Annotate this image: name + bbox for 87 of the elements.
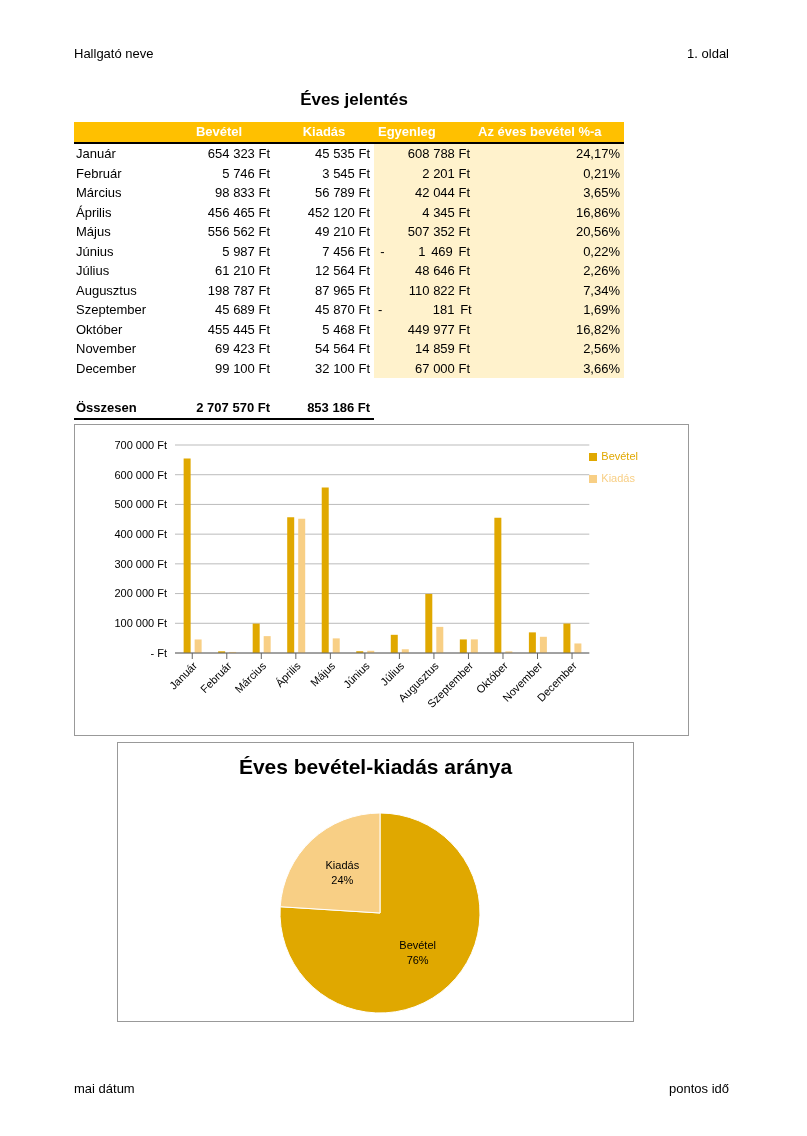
data-label: 98 833 Ft [214,184,271,202]
data-label: 2,26% [582,262,621,280]
chart-title: Éves bevétel-kiadás aránya [237,755,514,779]
slice-label: Bevétel [399,939,436,952]
data-label: 76% [406,954,429,967]
y-tick-label: 400 000 Ft [114,528,167,541]
y-tick-label: - Ft [150,646,167,659]
data-label: 608 788 Ft [406,145,471,163]
legend-label: Kiadás [601,472,635,484]
data-label: 7 456 Ft [321,242,371,261]
data-label: 507 352 Ft [406,223,471,241]
data-label: 449 977 Ft [406,320,471,339]
category-label: Június [75,242,115,261]
data-label: 42 044 Ft [414,184,471,202]
data-label: 67 000 Ft [414,359,471,378]
data-label: 61 210 Ft [214,262,271,280]
legend-label: Bevétel [601,450,638,462]
category-label: Július [75,262,111,280]
data-label: 45 689 Ft [214,301,271,319]
data-label: 0,22% [582,242,621,261]
data-label: 3,66% [582,359,621,378]
text: Hallgató neve [74,46,154,61]
data-label: 2,56% [582,340,621,358]
data-label: 48 646 Ft [414,262,471,280]
data-label: 49 210 Ft [314,223,371,241]
text: Összesen [75,399,138,417]
data-label: 69 423 Ft [214,340,271,358]
data-label: 16,86% [574,203,621,222]
y-tick-label: 500 000 Ft [114,498,167,511]
data-label: - 181 Ft [377,301,473,319]
y-tick-label: 300 000 Ft [114,557,167,570]
category-label: Augusztus [75,281,138,300]
category-label: Április [75,203,113,222]
category-label: Május [75,223,112,241]
category-label: November [75,340,137,358]
text: 1. oldal [687,46,729,61]
data-label: 5 468 Ft [321,320,371,339]
data-label: 99 100 Ft [214,359,271,378]
data-label: 87 965 Ft [314,281,371,300]
category-label: December [75,359,137,378]
data-label: 32 100 Ft [314,359,371,378]
data-label: - 1 469 Ft [379,242,471,261]
data-label: 7,34% [582,281,621,300]
data-label: 456 465 Ft [206,203,271,222]
y-tick-label: 200 000 Ft [114,587,167,600]
data-label: 654 323 Ft [206,145,271,163]
data-label: 198 787 Ft [206,281,271,300]
data-label: 3 545 Ft [321,164,371,183]
text: Kiadás [301,123,347,141]
data-label: 16,82% [574,320,621,339]
series-label: Az éves bevétel %-a [477,123,603,141]
data-label: 110 822 Ft [407,281,471,300]
series-label: Egyenleg [377,123,437,141]
data-label: 54 564 Ft [314,340,371,358]
text: pontos idő [669,1081,729,1096]
data-label: 14 859 Ft [414,340,471,358]
data-label: 24% [331,873,354,886]
data-label: 45 535 Ft [314,145,371,163]
data-label: 2 201 Ft [421,164,471,183]
category-label: Február [75,164,123,183]
category-label: Szeptember [75,301,148,319]
data-label: 452 120 Ft [306,203,371,222]
data-label: 0,21% [582,164,621,183]
data-label: 3,65% [582,184,621,202]
data-label: 455 445 Ft [206,320,271,339]
data-label: 556 562 Ft [206,223,271,241]
y-tick-label: 700 000 Ft [114,438,167,451]
category-label: Március [75,184,123,202]
category-label: Január [75,145,117,163]
data-label: 5 746 Ft [221,164,271,183]
text: Bevétel [194,123,244,141]
y-tick-label: 600 000 Ft [114,468,167,481]
data-label: 45 870 Ft [314,301,371,319]
text: mai dátum [74,1081,135,1096]
data-label: 20,56% [574,223,621,241]
data-label: 4 345 Ft [421,203,471,222]
text: 853 186 Ft [306,399,371,417]
y-tick-label: 100 000 Ft [114,617,167,630]
text: 2 707 570 Ft [195,399,271,417]
data-label: 56 789 Ft [314,184,371,202]
data-label: 5 987 Ft [221,242,271,261]
text: Éves jelentés [299,90,409,110]
data-label: 24,17% [574,145,621,163]
category-label: Október [75,320,124,339]
slice-label: Kiadás [325,858,360,871]
data-label: 12 564 Ft [314,262,371,280]
data-label: 1,69% [582,301,621,319]
